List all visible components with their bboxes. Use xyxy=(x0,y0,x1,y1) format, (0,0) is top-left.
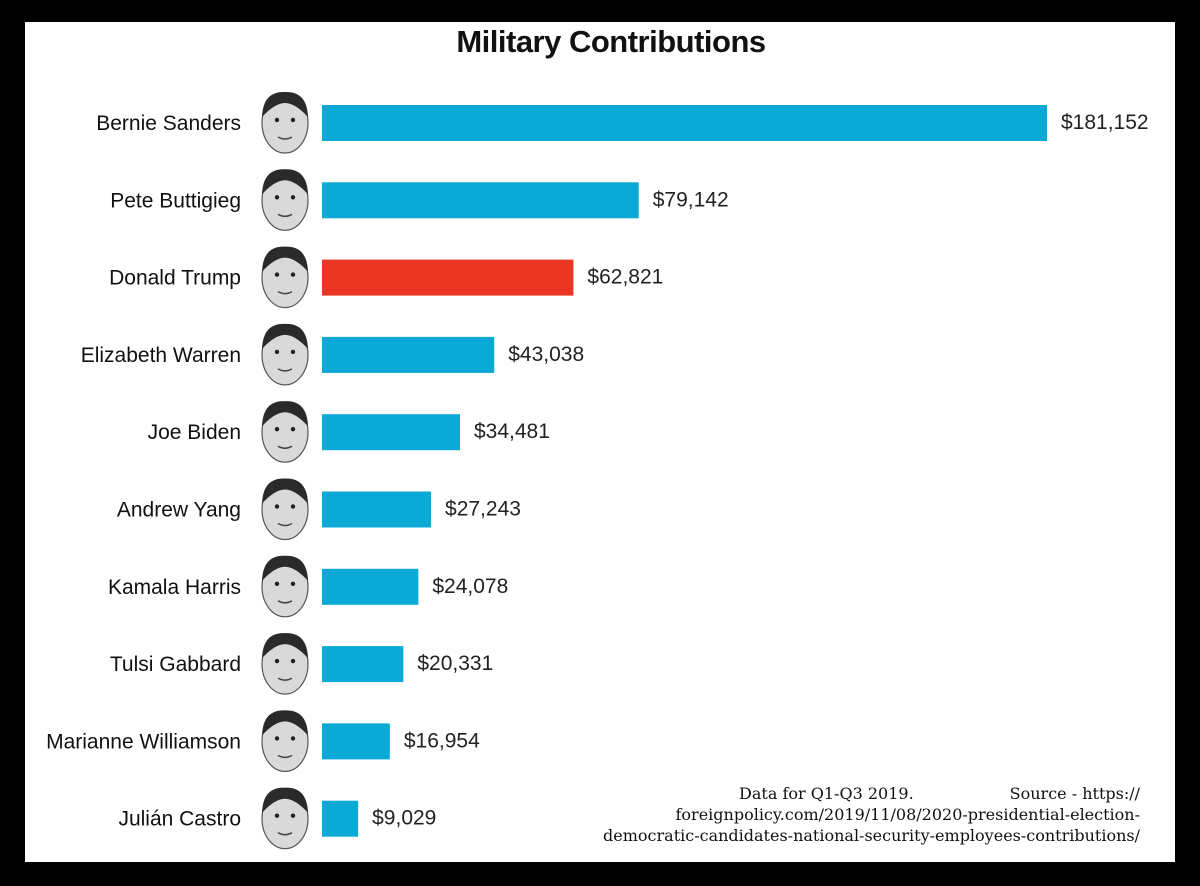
bar-4 xyxy=(322,336,495,373)
value-label: $79,142 xyxy=(653,188,729,211)
candidate-portrait xyxy=(261,323,309,386)
candidate-portrait xyxy=(261,91,309,154)
category-label: Elizabeth Warren xyxy=(81,344,241,367)
bar-5 xyxy=(322,414,460,451)
category-label: Julián Castro xyxy=(118,808,241,831)
candidate-portrait xyxy=(261,246,309,309)
source-label: Source - https:// xyxy=(1009,784,1140,803)
category-label: Donald Trump xyxy=(109,267,241,290)
bar-2 xyxy=(322,182,639,219)
value-label: $16,954 xyxy=(404,729,480,752)
candidate-portrait xyxy=(261,169,309,231)
candidate-portrait xyxy=(261,633,309,695)
value-label: $43,038 xyxy=(508,343,584,366)
value-label: $34,481 xyxy=(474,420,550,443)
candidate-portrait xyxy=(261,401,309,463)
bar-7 xyxy=(322,568,419,605)
value-label: $181,152 xyxy=(1061,111,1149,134)
chart-frame xyxy=(25,22,1175,862)
chart-title: Military Contributions xyxy=(456,24,766,59)
category-label: Joe Biden xyxy=(148,421,241,444)
candidate-portrait xyxy=(261,478,309,541)
category-label: Tulsi Gabbard xyxy=(110,653,241,676)
value-label: $24,078 xyxy=(432,575,508,598)
value-label: $62,821 xyxy=(587,266,663,289)
source-url-line-1: foreignpolicy.com/2019/11/08/2020-presid… xyxy=(675,805,1140,824)
value-label: $27,243 xyxy=(445,498,521,521)
candidate-portrait xyxy=(261,787,309,850)
data-period-note: Data for Q1-Q3 2019. xyxy=(739,784,914,803)
bar-8 xyxy=(322,646,404,683)
category-label: Andrew Yang xyxy=(117,499,241,522)
bar-6 xyxy=(322,491,432,528)
value-label: $9,029 xyxy=(372,807,436,830)
category-label: Marianne Williamson xyxy=(46,730,241,753)
category-label: Kamala Harris xyxy=(108,576,241,599)
candidate-portrait xyxy=(261,710,309,773)
bar-10 xyxy=(322,800,359,837)
source-note: Data for Q1-Q3 2019. Source - https:// f… xyxy=(520,783,1140,846)
category-label: Bernie Sanders xyxy=(96,112,241,135)
bar-1 xyxy=(322,105,1047,141)
source-url-line-2: democratic-candidates-national-security-… xyxy=(603,826,1140,845)
bar-3 xyxy=(322,259,574,296)
bar-9 xyxy=(322,723,390,760)
candidate-portrait xyxy=(261,555,309,618)
category-label: Pete Buttigieg xyxy=(110,189,241,212)
value-label: $20,331 xyxy=(417,652,493,675)
